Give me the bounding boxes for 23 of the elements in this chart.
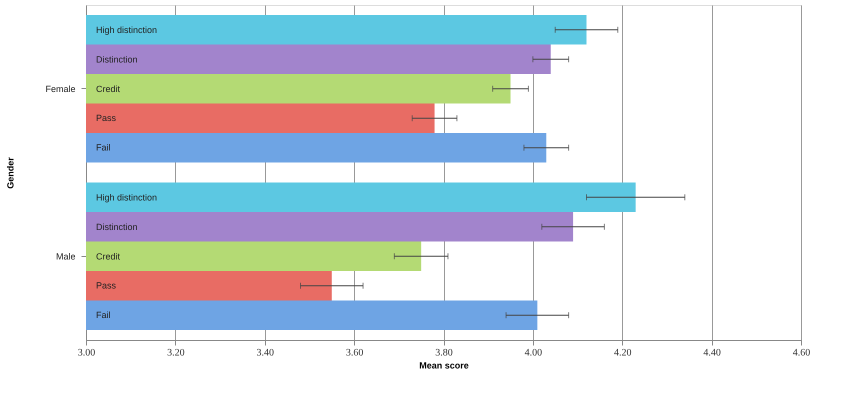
x-tick-label: 3.20 xyxy=(167,348,185,358)
text: High distinction xyxy=(96,24,158,35)
text: Distinction xyxy=(96,54,138,64)
x-tick-label: 4.60 xyxy=(792,348,810,358)
x-tick-label: 3.00 xyxy=(78,348,96,358)
x-tick-label: 4.40 xyxy=(703,348,721,358)
series-label: High distinction xyxy=(96,192,158,202)
series-label: Credit xyxy=(96,84,121,94)
x-tick-label: 4.00 xyxy=(524,348,542,358)
y-tick-label: Female xyxy=(45,84,76,94)
series-label: Fail xyxy=(96,310,111,320)
text: Credit xyxy=(96,251,120,262)
x-axis-title: Mean score xyxy=(419,360,469,370)
series-label: Distinction xyxy=(96,222,138,232)
text: Pass xyxy=(96,280,116,291)
x-tick-label: 3.40 xyxy=(256,348,274,358)
text: Fail xyxy=(96,142,111,153)
y-tick-label: Male xyxy=(56,251,76,262)
x-tick-label: 4.20 xyxy=(614,348,632,358)
y-axis-title: Gender xyxy=(5,156,16,189)
x-tick-label: 3.80 xyxy=(435,348,453,358)
x-tick-label: 3.60 xyxy=(346,348,364,358)
series-label: Pass xyxy=(96,113,117,124)
